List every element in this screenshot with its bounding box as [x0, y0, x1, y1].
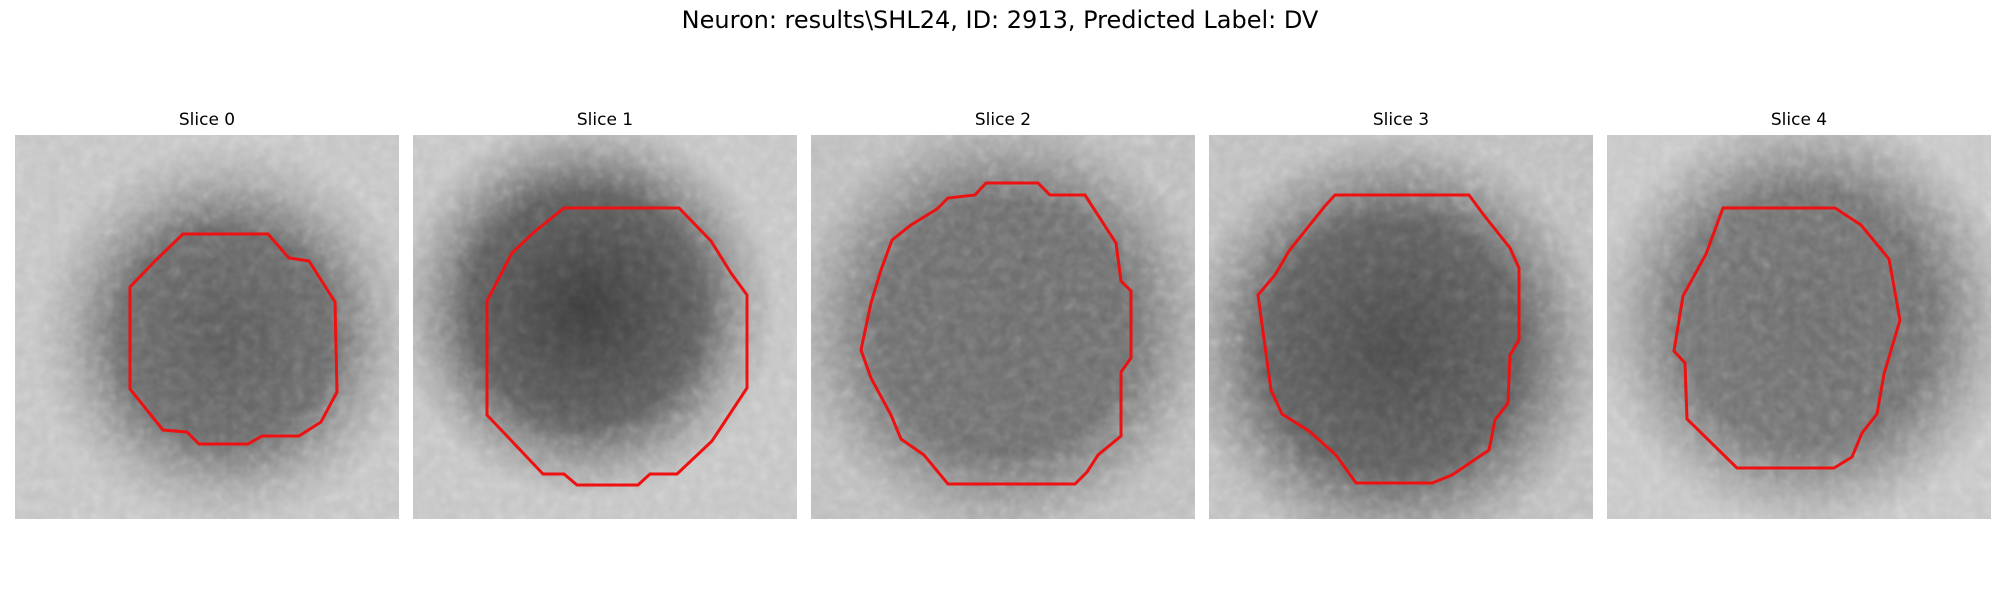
- neuron-contour-0: [128, 232, 339, 446]
- slice-panel-4: Slice 4: [1607, 108, 1991, 519]
- figure-title: Neuron: results\SHL24, ID: 2913, Predict…: [681, 6, 1319, 34]
- neuron-contour-3: [1256, 193, 1521, 485]
- slice-noise-3: [1209, 135, 1593, 519]
- slice-noise-1: [413, 135, 797, 519]
- neuron-contour-2: [859, 181, 1133, 486]
- neuron-contour-4: [1672, 206, 1902, 470]
- slice-image-3: [1209, 135, 1593, 519]
- slice-noise-0: [15, 135, 399, 519]
- slice-image-1: [413, 135, 797, 519]
- slice-image-0: [15, 135, 399, 519]
- slice-panel-3: Slice 3: [1209, 108, 1593, 519]
- slice-panel-1: Slice 1: [413, 108, 797, 519]
- slice-noise-4: [1607, 135, 1991, 519]
- slice-image-4: [1607, 135, 1991, 519]
- neuron-contour-1: [485, 206, 749, 487]
- slice-title-0: Slice 0: [178, 110, 236, 130]
- slice-panel-0: Slice 0: [15, 108, 399, 519]
- slice-noise-2: [811, 135, 1195, 519]
- slice-title-2: Slice 2: [974, 110, 1032, 130]
- slice-title-1: Slice 1: [576, 110, 634, 130]
- slice-image-2: [811, 135, 1195, 519]
- slice-panel-2: Slice 2: [811, 108, 1195, 519]
- slice-title-3: Slice 3: [1372, 110, 1430, 130]
- slice-title-4: Slice 4: [1770, 110, 1828, 130]
